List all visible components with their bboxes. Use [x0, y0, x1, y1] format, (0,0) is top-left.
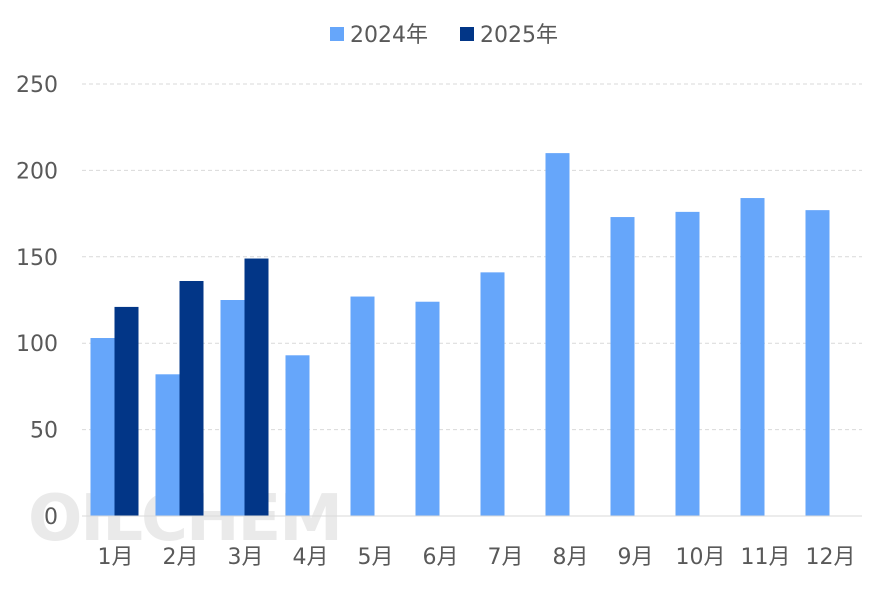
y-axis: 0 50 100 150 200 250 — [16, 73, 58, 530]
legend-label: 2024年 — [350, 23, 428, 48]
x-tick-label: 7月 — [488, 545, 524, 570]
bar-2024-5 — [350, 296, 375, 516]
bar-2024-10 — [675, 211, 700, 516]
x-tick-label: 9月 — [618, 545, 654, 570]
x-tick-label: 2月 — [163, 545, 199, 570]
legend-swatch — [460, 27, 474, 41]
x-axis: 1月 2月 3月 4月 5月 6月 7月 8月 9月 10月 11月 12月 — [98, 545, 856, 570]
bar-2024-7 — [480, 272, 505, 516]
y-tick-label: 50 — [30, 419, 58, 444]
legend-label: 2025年 — [480, 23, 558, 48]
legend-swatch — [330, 27, 344, 41]
bar-2024-6 — [415, 301, 440, 516]
bar-2025-1 — [114, 306, 139, 516]
x-tick-label: 10月 — [676, 545, 726, 570]
y-tick-label: 250 — [16, 73, 58, 98]
gridlines — [82, 83, 862, 431]
bar-2024-9 — [610, 217, 635, 516]
x-tick-label: 4月 — [293, 545, 329, 570]
x-tick-label: 5月 — [358, 545, 394, 570]
x-tick-label: 12月 — [806, 545, 856, 570]
x-tick-label: 8月 — [553, 545, 589, 570]
bar-2024-3 — [220, 300, 245, 516]
y-tick-label: 150 — [16, 246, 58, 271]
bar-2024-1 — [90, 338, 115, 516]
bar-2025-3 — [244, 258, 269, 516]
x-tick-label: 1月 — [98, 545, 134, 570]
bar-2024-2 — [155, 374, 180, 516]
legend-item: 2025年 — [460, 23, 558, 48]
bars — [90, 153, 830, 517]
x-tick-label: 6月 — [423, 545, 459, 570]
bar-2025-2 — [179, 280, 204, 516]
y-tick-label: 200 — [16, 159, 58, 184]
legend-item: 2024年 — [330, 23, 428, 48]
bar-2024-11 — [740, 198, 765, 516]
y-tick-label: 100 — [16, 332, 58, 357]
bar-2024-8 — [545, 153, 570, 516]
bar-2024-12 — [805, 210, 830, 517]
legend: 2024年 2025年 — [330, 23, 558, 48]
x-tick-label: 3月 — [228, 545, 264, 570]
x-tick-label: 11月 — [741, 545, 791, 570]
y-tick-label: 0 — [44, 505, 58, 530]
bar-2024-4 — [285, 355, 310, 516]
